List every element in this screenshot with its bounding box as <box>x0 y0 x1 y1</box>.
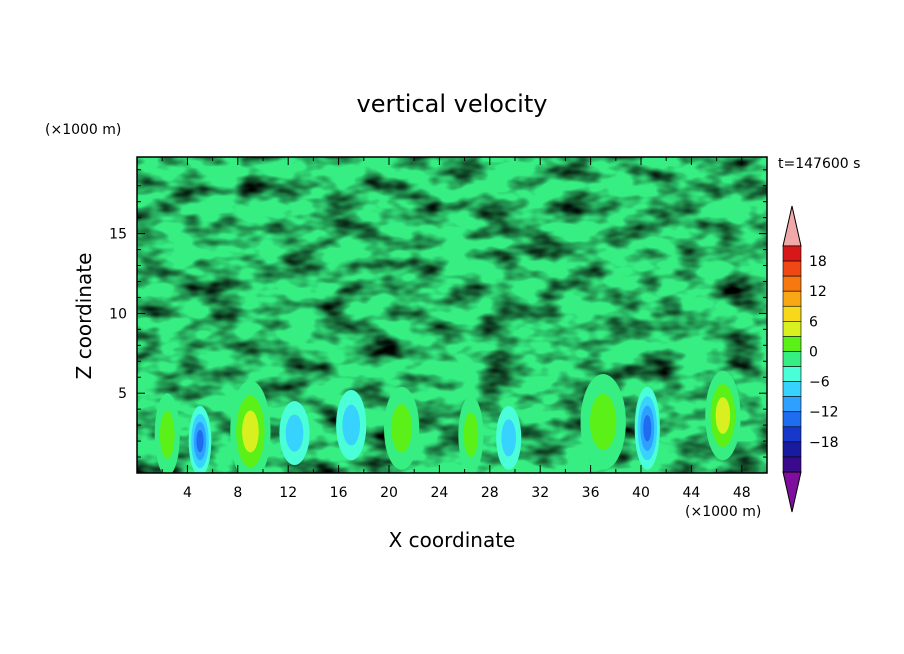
contour-level <box>589 394 617 450</box>
x-tick-label: 44 <box>682 485 700 501</box>
colorbar-segment <box>782 321 802 337</box>
y-tick-label: 15 <box>109 227 127 243</box>
colorbar-tick-label: 6 <box>809 314 818 330</box>
colorbar-tick-label: 18 <box>809 254 827 270</box>
x-tick-label: 16 <box>330 485 348 501</box>
y-tick-label: 10 <box>109 306 127 322</box>
feature-9 <box>634 386 660 470</box>
feature-6 <box>458 396 484 473</box>
colorbar-over-arrow <box>782 205 802 247</box>
colorbar-segment <box>782 366 802 382</box>
colorbar-segment <box>782 351 802 367</box>
time-label: t=147600 s <box>778 156 860 172</box>
colorbar-segment <box>782 245 802 262</box>
colorbar-segment <box>782 441 802 458</box>
feature-8 <box>580 374 626 470</box>
colorbar-segment <box>782 305 802 322</box>
y-axis: 5 10 15 <box>109 169 767 458</box>
contour-level <box>715 397 731 434</box>
feature-5 <box>383 386 420 470</box>
x-axis: 4 8 12 16 20 24 28 32 36 40 44 48 <box>161 157 751 501</box>
contour-field <box>137 157 767 473</box>
feature-4 <box>336 390 367 461</box>
x-tick-label: 8 <box>233 485 242 501</box>
contour-level <box>391 404 412 453</box>
colorbar-tick-label: −12 <box>809 405 839 421</box>
contour-level <box>643 415 652 442</box>
x-tick-label: 20 <box>380 485 398 501</box>
feature-2 <box>230 380 271 473</box>
colorbar-segment <box>782 411 802 428</box>
feature-3 <box>279 401 310 466</box>
colorbar-tick-label: −6 <box>809 375 830 391</box>
feature-7 <box>496 405 522 470</box>
x-tick-label: 24 <box>430 485 448 501</box>
feature-0 <box>154 393 180 473</box>
contour-level <box>159 410 175 459</box>
x-tick-label: 28 <box>481 485 499 501</box>
contour-level <box>463 412 479 458</box>
feature-10 <box>705 370 741 461</box>
feature-1 <box>188 405 212 473</box>
contour-level <box>242 410 259 453</box>
x-tick-label: 12 <box>279 485 297 501</box>
y-unit-label: (×1000 m) <box>45 122 121 138</box>
colorbar-segment <box>782 290 802 307</box>
x-tick-label: 4 <box>183 485 192 501</box>
colorbar: 18 12 6 0 −6 −12 −18 <box>782 205 839 513</box>
colorbar-tick-label: 12 <box>809 284 827 300</box>
contour-level <box>501 419 517 457</box>
y-axis-label: Z coordinate <box>72 253 96 380</box>
colorbar-segment <box>782 456 802 473</box>
colorbar-under-arrow <box>782 471 802 513</box>
contour-level <box>196 429 204 453</box>
colorbar-segment <box>782 336 802 352</box>
contour-features <box>154 370 741 473</box>
x-unit-label: (×1000 m) <box>685 504 761 520</box>
colorbar-tick-label: 0 <box>809 344 818 360</box>
colorbar-segment <box>782 275 802 292</box>
colorbar-tick-label: −18 <box>809 435 839 451</box>
x-tick-label: 40 <box>632 485 650 501</box>
colorbar-segment <box>782 381 802 397</box>
colorbar-segment <box>782 396 802 413</box>
chart-title: vertical velocity <box>357 90 548 118</box>
colorbar-segment <box>782 426 802 443</box>
y-tick-label: 5 <box>118 386 127 402</box>
contour-level <box>342 404 361 446</box>
x-axis-label: X coordinate <box>389 528 516 552</box>
x-tick-label: 36 <box>582 485 600 501</box>
colorbar-segment <box>782 260 802 277</box>
contour-level <box>285 414 304 452</box>
x-tick-label: 48 <box>733 485 751 501</box>
plot-frame <box>136 156 768 474</box>
x-tick-label: 32 <box>531 485 549 501</box>
